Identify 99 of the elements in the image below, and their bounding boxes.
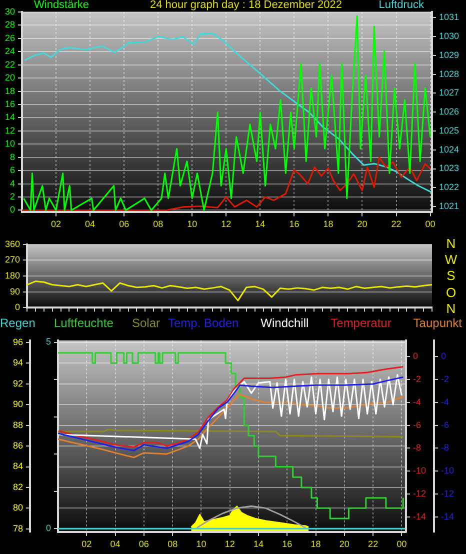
x-tick-label: 00 — [425, 219, 436, 230]
y-tick-label: 78 — [12, 523, 23, 534]
y3-tick-label: 0 — [46, 523, 51, 534]
y-tick-label: 22 — [4, 59, 16, 70]
text: Temp. Boden — [168, 316, 239, 332]
y2-tick-label: -4 — [413, 396, 422, 407]
y3-tick-label: -6 — [441, 420, 450, 430]
y-tick-label: 88 — [12, 420, 23, 430]
y2-tick-label: 1028 — [438, 68, 460, 79]
y-tick-label: 6 — [10, 165, 16, 176]
y3-tick-label: 5 — [46, 336, 51, 347]
y-tick-label: 84 — [12, 461, 23, 472]
y-tick-label: 14 — [4, 112, 16, 122]
y2-tick-label: -8 — [413, 442, 422, 453]
x-tick-label: 00 — [396, 538, 407, 549]
y2-tick-label: 1030 — [438, 31, 460, 42]
x-tick-label: 14 — [255, 219, 266, 230]
x-tick-label: 18 — [310, 538, 321, 549]
y-tick-label: 0 — [10, 204, 16, 215]
x-tick-label: 04 — [110, 538, 120, 549]
x-tick-label: 10 — [196, 538, 206, 549]
y2-tick-label: 1027 — [438, 88, 460, 98]
x-tick-label: 08 — [153, 219, 164, 230]
y-tick-label: 2 — [10, 191, 16, 202]
y2-axis-title: Luftdruck — [378, 0, 424, 11]
y-axis-title: Windstärke — [34, 0, 90, 11]
y-tick-label: 180 — [4, 270, 20, 280]
y-tick-label: 80 — [12, 502, 23, 513]
y2-tick-label: -6 — [413, 420, 422, 430]
y-tick-label: 90 — [10, 286, 20, 296]
y2-tick-label: -10 — [413, 466, 426, 476]
x-tick-label: 02 — [82, 538, 92, 549]
y2-tick-label: 0 — [413, 350, 418, 361]
y3-tick-label: -8 — [441, 442, 450, 453]
x-tick-label: 22 — [391, 219, 402, 230]
text: O — [444, 284, 458, 300]
text: S — [446, 268, 456, 284]
chart-title: 24 hour graph day : 18 Dezember 2022 — [150, 0, 342, 11]
y-tick-label: 90 — [12, 399, 23, 410]
text: W — [444, 252, 458, 268]
y2-tick-label: -2 — [413, 374, 422, 384]
y2-tick-label: -12 — [413, 488, 426, 499]
y2-tick-label: 1022 — [438, 182, 460, 192]
y3-tick-label: 0 — [441, 350, 446, 361]
x-tick-label: 20 — [339, 538, 350, 549]
text: Regen — [0, 316, 36, 332]
x-tick-label: 06 — [119, 219, 130, 230]
text: N — [445, 236, 457, 252]
x-tick-label: 02 — [51, 219, 62, 230]
y2-tick-label: 1025 — [438, 125, 460, 136]
y2-tick-label: 1031 — [438, 12, 460, 22]
y-tick-label: 20 — [4, 72, 16, 83]
x-tick-label: 06 — [138, 538, 149, 549]
text: Solar — [132, 316, 160, 332]
text: Temperatur — [330, 316, 392, 332]
y3-tick-label: -14 — [441, 512, 454, 522]
y-tick-label: 94 — [12, 358, 23, 368]
y-tick-label: 26 — [4, 32, 16, 43]
y-tick-label: 18 — [4, 86, 16, 96]
y-tick-label: 28 — [4, 20, 16, 30]
y-tick-label: 86 — [12, 440, 23, 451]
text: N — [445, 300, 457, 316]
y2-tick-label: -14 — [413, 512, 426, 522]
y3-tick-label: -10 — [441, 466, 454, 476]
y3-tick-label: -2 — [441, 374, 450, 384]
x-tick-label: 16 — [289, 219, 300, 230]
x-tick-label: 04 — [85, 219, 96, 230]
x-tick-label: 12 — [224, 538, 235, 549]
x-tick-label: 12 — [221, 219, 232, 230]
y-tick-label: 82 — [12, 482, 23, 492]
y2-tick-label: 1026 — [438, 106, 460, 117]
y-tick-label: 12 — [4, 125, 16, 136]
text: Taupunkt — [413, 316, 462, 332]
y-tick-label: 92 — [12, 378, 23, 388]
y-tick-label: 270 — [4, 254, 20, 265]
x-tick-label: 18 — [323, 219, 334, 230]
y2-tick-label: 1023 — [438, 163, 460, 174]
y3-tick-label: -12 — [441, 488, 454, 499]
y-tick-label: 4 — [10, 178, 16, 188]
x-tick-label: 22 — [368, 538, 378, 549]
y-tick-label: 24 — [4, 46, 16, 56]
y-tick-label: 0 — [15, 302, 20, 312]
y-tick-label: 16 — [4, 98, 16, 109]
y-tick-label: 30 — [4, 6, 16, 16]
x-tick-label: 14 — [253, 538, 264, 549]
y-tick-label: 8 — [10, 152, 16, 162]
x-tick-label: 20 — [357, 219, 368, 230]
y3-tick-label: -4 — [441, 396, 450, 407]
x-tick-label: 16 — [282, 538, 292, 549]
x-tick-label: 10 — [187, 219, 198, 230]
y-tick-label: 96 — [12, 336, 23, 347]
text: Windchill — [260, 316, 309, 332]
y-tick-label: 360 — [4, 238, 20, 249]
y-tick-label: 10 — [4, 138, 16, 149]
series-label: Luftfeuchte — [54, 316, 114, 332]
x-tick-label: 08 — [168, 538, 178, 549]
y2-tick-label: 1024 — [438, 144, 460, 154]
y2-tick-label: 1021 — [438, 201, 460, 212]
y2-tick-label: 1029 — [438, 50, 460, 60]
